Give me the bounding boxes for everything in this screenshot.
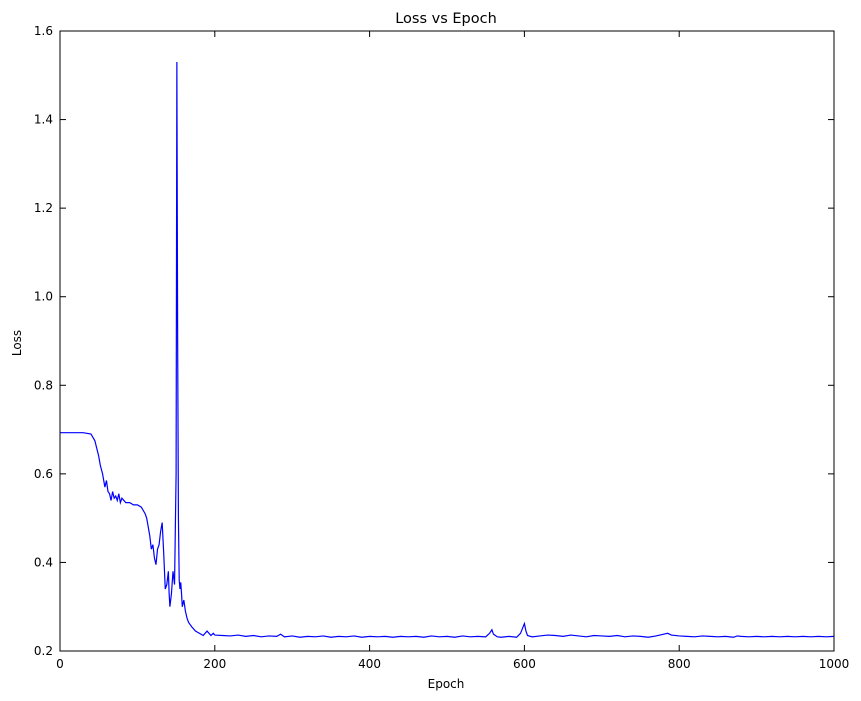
x-axis-label: Epoch bbox=[428, 677, 465, 691]
y-tick-label: 1.2 bbox=[34, 201, 53, 215]
y-tick-label: 0.2 bbox=[34, 644, 53, 658]
chart-title: Loss vs Epoch bbox=[395, 11, 497, 27]
y-tick-label: 1.6 bbox=[34, 24, 53, 38]
loss-series-line bbox=[60, 61, 835, 638]
y-tick-label: 0.6 bbox=[34, 467, 53, 481]
x-tick-label: 400 bbox=[358, 657, 381, 671]
x-tick-label: 600 bbox=[513, 657, 536, 671]
y-tick-label: 1.0 bbox=[34, 290, 53, 304]
x-tick-label: 0 bbox=[56, 657, 64, 671]
x-tick-label: 800 bbox=[668, 657, 691, 671]
x-tick-label: 200 bbox=[203, 657, 226, 671]
x-tick-label: 1000 bbox=[819, 657, 850, 671]
tick-labels-group: 0 200 400 600 800 1000 0.2 0.4 0.6 0.8 1.0 1.2 1.4 1.… bbox=[34, 24, 849, 671]
y-tick-label: 0.8 bbox=[34, 378, 53, 392]
y-axis-label: Loss bbox=[10, 330, 24, 356]
plot-frame bbox=[59, 30, 835, 652]
y-tick-label: 0.4 bbox=[34, 555, 53, 569]
y-tick-label: 1.4 bbox=[34, 113, 53, 127]
